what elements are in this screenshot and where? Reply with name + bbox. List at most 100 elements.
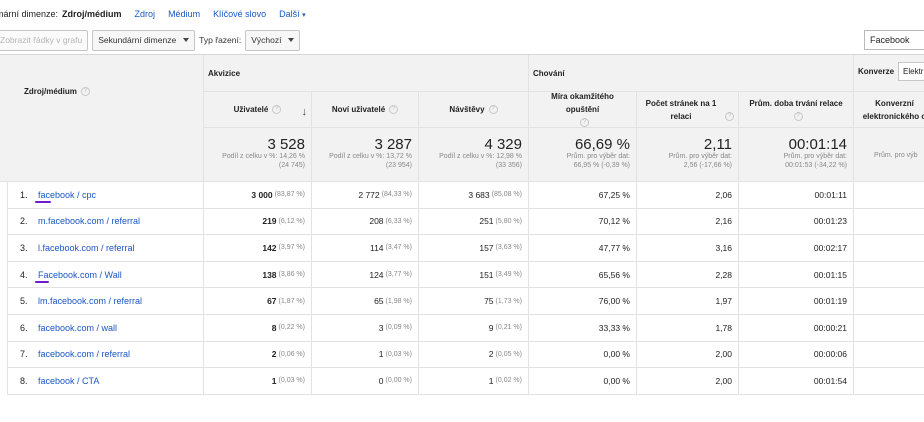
- help-icon[interactable]: ?: [580, 118, 589, 127]
- column-header-bounce-rate[interactable]: Míra okamžitého opuštění?: [529, 92, 637, 128]
- cell-value-bounce: 70,12 %: [598, 216, 630, 227]
- column-header-avg-session-duration[interactable]: Prům. doba trvání relace?: [739, 92, 854, 128]
- cell-value-sessions: 9: [488, 322, 494, 333]
- table-cell-users: 142 (3,97 %): [204, 235, 312, 262]
- table-row-dimension: 2. m.facebook.com / referral: [8, 208, 204, 236]
- table-row-dimension: 8. facebook / CTA: [8, 368, 204, 395]
- column-header-ecommerce-conv[interactable]: Konverzní elektronického o: [854, 92, 924, 128]
- underline-annotation: [35, 200, 51, 203]
- cell-value-users: 8: [271, 322, 277, 333]
- row-dimension-link[interactable]: m.facebook.com / referral: [38, 216, 140, 226]
- row-dimension-link[interactable]: lm.facebook.com / referral: [38, 296, 142, 306]
- table-cell-sessions: 157 (3,63 %): [419, 235, 529, 262]
- cell-value-duration: 00:01:15: [813, 269, 847, 280]
- dimension-header[interactable]: Zdroj/médium?: [0, 55, 204, 182]
- total-avg-session-duration: 00:01:14 Prům. pro výběr dat: 00:01:53 (…: [739, 128, 854, 182]
- table-cell-conv: [854, 261, 924, 289]
- group-header-acquisition: Akvizice: [204, 55, 529, 92]
- primary-dimension-bar: imární dimenze: Zdroj/médium Zdroj Médiu…: [0, 0, 924, 28]
- cell-value-users: 3 000: [251, 189, 273, 200]
- table-cell-new_users: 124 (3,77 %): [312, 261, 419, 289]
- sort-type-dropdown[interactable]: Výchozí: [245, 29, 301, 51]
- row-dimension-link[interactable]: facebook.com / referral: [38, 349, 130, 359]
- cell-value-new_users: 2 772: [358, 189, 380, 200]
- table-cell-duration: 00:02:17: [739, 235, 854, 262]
- cell-value-bounce: 65,56 %: [598, 269, 630, 280]
- cell-value-pages: 2,06: [715, 189, 732, 200]
- column-title-bounce-rate: Míra okamžitého opuštění: [551, 92, 614, 114]
- table-cell-bounce: 47,77 %: [529, 235, 637, 262]
- row-gutter: [0, 182, 8, 395]
- total-users-overall: (24 745): [278, 162, 305, 169]
- total-sessions-wrap: 4 329 Podíl z celku v %: 12,98 % (33 356…: [419, 128, 528, 170]
- total-bounce-value: 66,69 %: [574, 136, 630, 153]
- total-new-users-overall: (23 954): [385, 162, 412, 169]
- table-cell-bounce: 65,56 %: [529, 261, 637, 289]
- row-dimension-link[interactable]: facebook / cpc: [35, 190, 96, 203]
- help-icon[interactable]: ?: [272, 105, 282, 114]
- table-row-dimension: 6. facebook.com / wall: [8, 315, 204, 342]
- cell-percent-users: (3,86 %): [278, 271, 305, 279]
- cell-value-sessions: 75: [484, 296, 494, 307]
- row-dimension-link[interactable]: Facebook.com / Wall: [35, 270, 122, 283]
- table-cell-duration: 00:01:11: [739, 182, 854, 209]
- cell-value-new_users: 124: [369, 269, 384, 280]
- column-header-users[interactable]: Uživatelé? ↓: [204, 92, 312, 128]
- total-users-wrap: 3 528 Podíl z celku v %: 14,26 % (24 745…: [204, 128, 311, 170]
- row-dimension-link[interactable]: facebook.com / wall: [38, 323, 117, 333]
- help-icon[interactable]: ?: [80, 87, 90, 97]
- conversions-goal-select[interactable]: Elektr: [898, 62, 924, 81]
- help-icon[interactable]: ?: [793, 111, 803, 121]
- column-header-pages-per-session[interactable]: Počet stránek na 1 relaci?: [637, 92, 739, 128]
- dimension-link-medium[interactable]: Médium: [168, 9, 201, 19]
- primary-dimension-selected[interactable]: Zdroj/médium: [62, 9, 122, 19]
- help-icon[interactable]: ?: [488, 105, 498, 114]
- help-icon[interactable]: ?: [725, 111, 734, 121]
- table-cell-users: 2 (0,06 %): [204, 341, 312, 369]
- help-icon[interactable]: ?: [389, 105, 399, 114]
- table-cell-conv: [854, 208, 924, 236]
- dimension-header-title-wrap: Zdroj/médium?: [24, 87, 90, 97]
- total-sessions-value: 4 329: [484, 136, 522, 153]
- table-cell-sessions: 1 (0,02 %): [419, 368, 529, 395]
- cell-value-new_users: 3: [378, 322, 384, 333]
- column-header-new-users[interactable]: Noví uživatelé?: [312, 92, 419, 128]
- total-sessions-share: Podíl z celku v %: 12,98 %: [439, 153, 522, 160]
- cell-value-pages: 2,16: [715, 216, 732, 227]
- cell-value-sessions: 1: [488, 375, 494, 386]
- table-cell-users: 8 (0,22 %): [204, 315, 312, 342]
- cell-percent-users: (3,97 %): [278, 244, 305, 252]
- dimension-link-source[interactable]: Zdroj: [134, 9, 156, 19]
- cell-percent-sessions: (0,21 %): [495, 324, 522, 332]
- table-cell-pages: 2,00: [637, 341, 739, 369]
- cell-value-pages: 1,97: [715, 296, 732, 307]
- cell-percent-users: (83,87 %): [274, 191, 305, 199]
- cell-value-duration: 00:01:19: [813, 296, 847, 307]
- dimension-link-more-label: Další: [279, 9, 300, 19]
- plot-rows-button[interactable]: Zobrazit řádky v grafu: [0, 29, 89, 51]
- column-title-pages-wrap: Počet stránek na 1 relaci?: [641, 97, 734, 123]
- column-header-sessions[interactable]: Návštěvy?: [419, 92, 529, 128]
- table-toolbar: Zobrazit řádky v grafu Sekundární dimenz…: [0, 27, 924, 53]
- dimension-link-more[interactable]: Další ▾: [279, 9, 306, 19]
- row-index: 2.: [20, 216, 28, 227]
- cell-value-bounce: 76,00 %: [598, 296, 630, 307]
- table-cell-duration: 00:01:19: [739, 288, 854, 315]
- search-input[interactable]: [864, 30, 924, 50]
- total-bounce-avg: 66,95 % (-0,39 %): [573, 162, 630, 169]
- total-pages-value: 2,11: [703, 136, 732, 153]
- table-cell-conv: [854, 368, 924, 395]
- dimension-link-keyword[interactable]: Klíčové slovo: [213, 9, 267, 19]
- group-title-behavior: Chování: [533, 69, 565, 78]
- row-dimension-label: lm.facebook.com / referral: [38, 296, 143, 307]
- row-dimension-link[interactable]: facebook / CTA: [38, 376, 99, 386]
- row-index: 5.: [20, 296, 28, 307]
- secondary-dimension-dropdown[interactable]: Sekundární dimenze: [92, 29, 196, 51]
- total-bounce-wrap: 66,69 % Prům. pro výběr dat: 66,95 % (-0…: [529, 128, 636, 170]
- cell-value-pages: 3,16: [715, 242, 732, 253]
- row-index: 6.: [20, 322, 28, 333]
- cell-value-bounce: 0,00 %: [603, 375, 630, 386]
- table-cell-conv: [854, 288, 924, 315]
- column-title-pages-per-session: Počet stránek na 1 relaci: [645, 98, 717, 121]
- row-dimension-link[interactable]: l.facebook.com / referral: [38, 243, 135, 253]
